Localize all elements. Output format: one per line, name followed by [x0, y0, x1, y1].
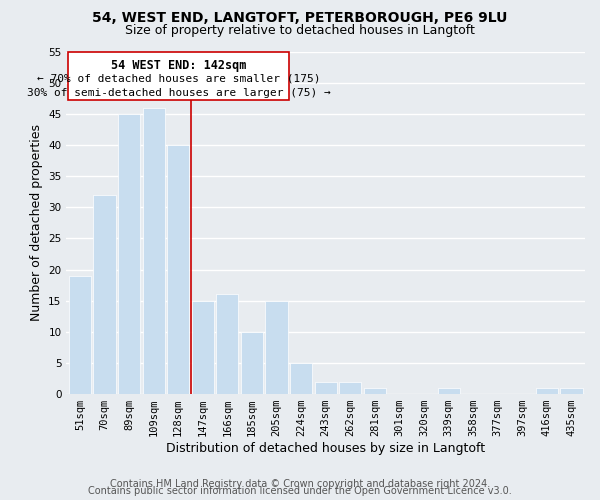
Text: Contains public sector information licensed under the Open Government Licence v3: Contains public sector information licen…: [88, 486, 512, 496]
Text: Contains HM Land Registry data © Crown copyright and database right 2024.: Contains HM Land Registry data © Crown c…: [110, 479, 490, 489]
FancyBboxPatch shape: [68, 52, 289, 100]
X-axis label: Distribution of detached houses by size in Langtoft: Distribution of detached houses by size …: [166, 442, 485, 455]
Bar: [364, 388, 386, 394]
Bar: [536, 388, 558, 394]
Text: ← 70% of detached houses are smaller (175): ← 70% of detached houses are smaller (17…: [37, 74, 320, 84]
Y-axis label: Number of detached properties: Number of detached properties: [30, 124, 43, 322]
Bar: [69, 276, 91, 394]
Bar: [192, 300, 214, 394]
Bar: [560, 388, 583, 394]
Bar: [290, 363, 312, 394]
Text: 30% of semi-detached houses are larger (75) →: 30% of semi-detached houses are larger (…: [26, 88, 331, 98]
Bar: [217, 294, 238, 394]
Bar: [265, 300, 287, 394]
Bar: [241, 332, 263, 394]
Bar: [118, 114, 140, 394]
Bar: [437, 388, 460, 394]
Bar: [143, 108, 164, 394]
Bar: [339, 382, 361, 394]
Text: 54, WEST END, LANGTOFT, PETERBOROUGH, PE6 9LU: 54, WEST END, LANGTOFT, PETERBOROUGH, PE…: [92, 11, 508, 25]
Bar: [94, 195, 116, 394]
Bar: [314, 382, 337, 394]
Text: 54 WEST END: 142sqm: 54 WEST END: 142sqm: [111, 59, 246, 72]
Bar: [167, 145, 189, 394]
Text: Size of property relative to detached houses in Langtoft: Size of property relative to detached ho…: [125, 24, 475, 37]
